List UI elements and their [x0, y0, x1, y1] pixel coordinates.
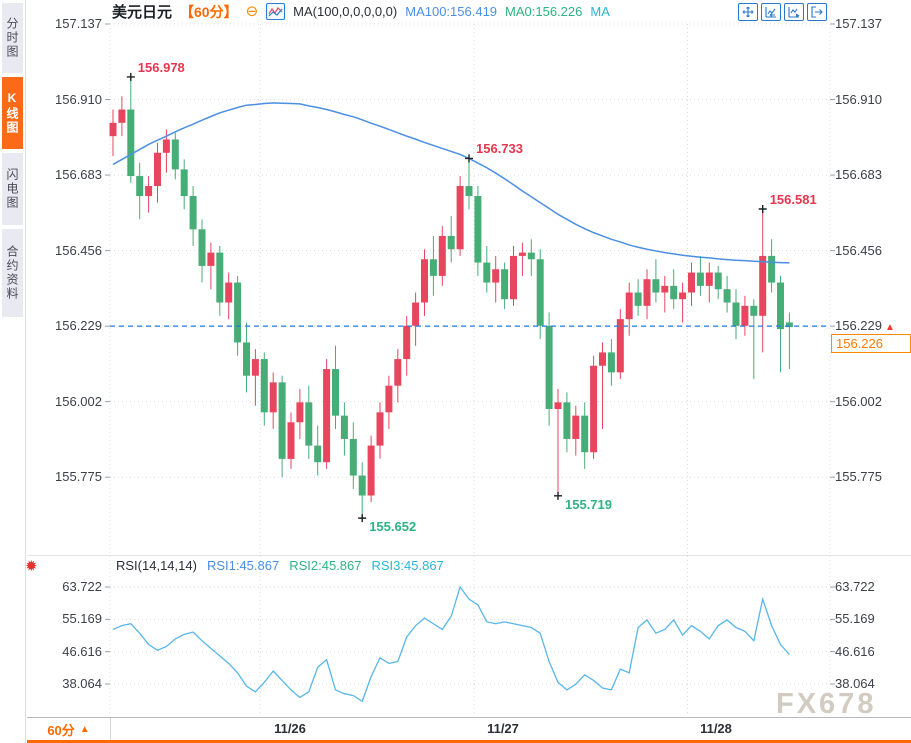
exit-chart-icon[interactable] — [807, 3, 827, 21]
price-tick-left: 155.775 — [55, 469, 102, 485]
sidebar-tab-label: K线图 — [5, 91, 19, 135]
low-annotation: 155.652 — [369, 519, 417, 535]
price-tick-left: 156.456 — [55, 242, 102, 258]
low-annotation: 155.719 — [565, 496, 612, 512]
price-tick-left: 156.683 — [55, 167, 102, 183]
sidebar-tab-kline[interactable]: K线图 — [2, 77, 23, 149]
watermark: FX678 — [776, 688, 877, 720]
rsi2-value-label: RSI2:45.867 — [289, 558, 362, 573]
date-label: 11/27 — [487, 721, 519, 736]
high-annotation: 156.978 — [137, 59, 185, 75]
symbol-title: 美元日元 — [112, 4, 173, 21]
date-label: 11/26 — [274, 721, 306, 736]
time-axis-bar: 60分 ▲ 11/26 11/27 11/28 — [27, 717, 911, 741]
rsi-header: RSI(14,14,14) RSI1:45.867 RSI2:45.867 RS… — [116, 558, 444, 573]
rsi3-value-label: RSI3:45.867 — [371, 558, 444, 573]
chart-toolbar — [738, 3, 827, 21]
current-price-tag: 156.226 — [831, 334, 911, 353]
rsi-tick-right: 55.169 — [835, 611, 875, 627]
candlestick-series — [109, 76, 793, 519]
panel-divider — [27, 555, 911, 556]
sidebar-tab-timeshare[interactable]: 分时图 — [2, 3, 23, 73]
ma-formula-label: MA(100,0,0,0,0,0) — [293, 4, 398, 19]
price-tick-left: 157.137 — [55, 16, 102, 31]
sidebar-tab-label: 闪电图 — [5, 168, 19, 210]
price-tick-right: 156.456 — [835, 242, 882, 258]
price-tick-right: 156.683 — [835, 167, 882, 183]
interval-dropdown[interactable]: 60分 ▲ — [27, 718, 111, 741]
ma100-value-label: MA100:156.419 — [405, 4, 498, 19]
chart-start-icon[interactable] — [761, 3, 781, 21]
sidebar-tab-lightning[interactable]: 闪电图 — [2, 153, 23, 225]
date-label: 11/28 — [700, 721, 732, 736]
rsi-line — [112, 585, 790, 703]
high-annotation: 156.581 — [769, 192, 817, 207]
price-tick-left: 156.229 — [55, 318, 102, 334]
price-up-arrow-icon: ▲ — [885, 322, 895, 334]
sidebar-tab-label: 合约资料 — [5, 245, 19, 301]
ma-indicator-icon[interactable] — [266, 3, 286, 20]
price-tick-right: 157.137 — [835, 16, 882, 31]
sidebar-tab-contract-info[interactable]: 合约资料 — [2, 229, 23, 317]
high-annotation: 156.733 — [476, 141, 523, 157]
bottom-accent-line — [27, 740, 911, 743]
price-tick-right: 156.002 — [835, 393, 882, 409]
rsi-formula-label: RSI(14,14,14) — [116, 558, 197, 573]
rsi-tick-right: 63.722 — [835, 579, 875, 594]
interval-dropdown-label: 60分 — [47, 723, 75, 738]
rsi-tick-right: 46.616 — [835, 643, 875, 659]
ma100-line — [112, 102, 790, 264]
ma-extra-label: MA — [590, 4, 610, 19]
chart-header: 美元日元 【60分】 ⊖ MA(100,0,0,0,0,0) MA100:156… — [112, 1, 610, 22]
price-tick-right: 156.229 ▲ — [835, 318, 895, 334]
rsi-tick-left: 46.616 — [62, 643, 102, 659]
crosshair-move-icon[interactable] — [738, 3, 758, 21]
rsi1-value-label: RSI1:45.867 — [206, 558, 280, 573]
rsi-tick-left: 55.169 — [62, 611, 102, 627]
indicator-settings-icon[interactable]: ✹ — [25, 558, 38, 575]
chart-type-sidebar: 分时图 K线图 闪电图 合约资料 — [0, 0, 26, 743]
price-tick-left: 156.910 — [55, 91, 102, 107]
sidebar-tab-label: 分时图 — [5, 17, 19, 59]
price-tick-left: 156.002 — [55, 393, 102, 409]
price-tick-right: 156.910 — [835, 91, 882, 107]
rsi-tick-right: 38.064 — [835, 676, 875, 691]
rsi-tick-left: 63.722 — [62, 579, 102, 594]
chart-play-icon[interactable] — [784, 3, 804, 21]
ma0-value-label: MA0:156.226 — [505, 4, 583, 19]
dropdown-arrow-icon: ▲ — [79, 724, 90, 735]
price-tick-right: 155.775 — [835, 469, 882, 485]
collapse-icon[interactable]: ⊖ — [245, 3, 259, 20]
rsi-tick-left: 38.064 — [62, 676, 102, 691]
interval-badge: 【60分】 — [180, 3, 238, 20]
